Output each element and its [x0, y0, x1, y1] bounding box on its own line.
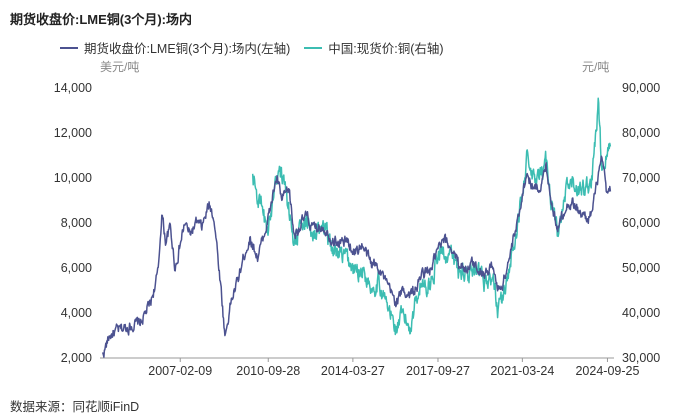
left-y-tick-label: 12,000	[54, 126, 92, 140]
x-tick-label: 2017-09-27	[406, 364, 470, 378]
legend-label-china: 中国:现货价:铜(右轴)	[328, 42, 444, 56]
chart-title: 期货收盘价:LME铜(3个月):场内	[10, 12, 192, 27]
left-y-tick-label: 6,000	[61, 261, 92, 275]
right-y-tick-label: 60,000	[622, 216, 660, 230]
x-tick-label: 2014-03-27	[321, 364, 385, 378]
x-tick-label: 2007-02-09	[148, 364, 212, 378]
right-y-tick-label: 90,000	[622, 81, 660, 95]
chart-legend: 期货收盘价:LME铜(3个月):场内(左轴) 中国:现货价:铜(右轴)	[60, 38, 444, 57]
left-y-tick-label: 2,000	[61, 351, 92, 365]
legend-item-china[interactable]: 中国:现货价:铜(右轴)	[304, 38, 444, 57]
x-tick-label: 2024-09-25	[575, 364, 639, 378]
left-y-tick-label: 10,000	[54, 171, 92, 185]
x-tick-label: 2010-09-28	[236, 364, 300, 378]
right-axis-unit: 元/吨	[582, 60, 610, 74]
legend-swatch-lme	[60, 46, 78, 49]
right-y-tick-label: 40,000	[622, 306, 660, 320]
left-y-tick-label: 4,000	[61, 306, 92, 320]
right-y-tick-label: 30,000	[622, 351, 660, 365]
right-y-tick-label: 70,000	[622, 171, 660, 185]
right-y-tick-label: 50,000	[622, 261, 660, 275]
series-line-lme	[101, 155, 612, 358]
legend-item-lme[interactable]: 期货收盘价:LME铜(3个月):场内(左轴)	[60, 38, 290, 57]
left-y-tick-label: 14,000	[54, 81, 92, 95]
legend-label-lme: 期货收盘价:LME铜(3个月):场内(左轴)	[84, 42, 291, 56]
series-line-china	[251, 97, 612, 336]
legend-swatch-china	[304, 46, 323, 49]
right-y-tick-label: 80,000	[622, 126, 660, 140]
data-source: 数据来源：同花顺iFinD	[10, 400, 140, 414]
left-y-tick-label: 8,000	[61, 216, 92, 230]
left-axis-unit: 美元/吨	[100, 60, 140, 74]
x-tick-label: 2021-03-24	[490, 364, 554, 378]
